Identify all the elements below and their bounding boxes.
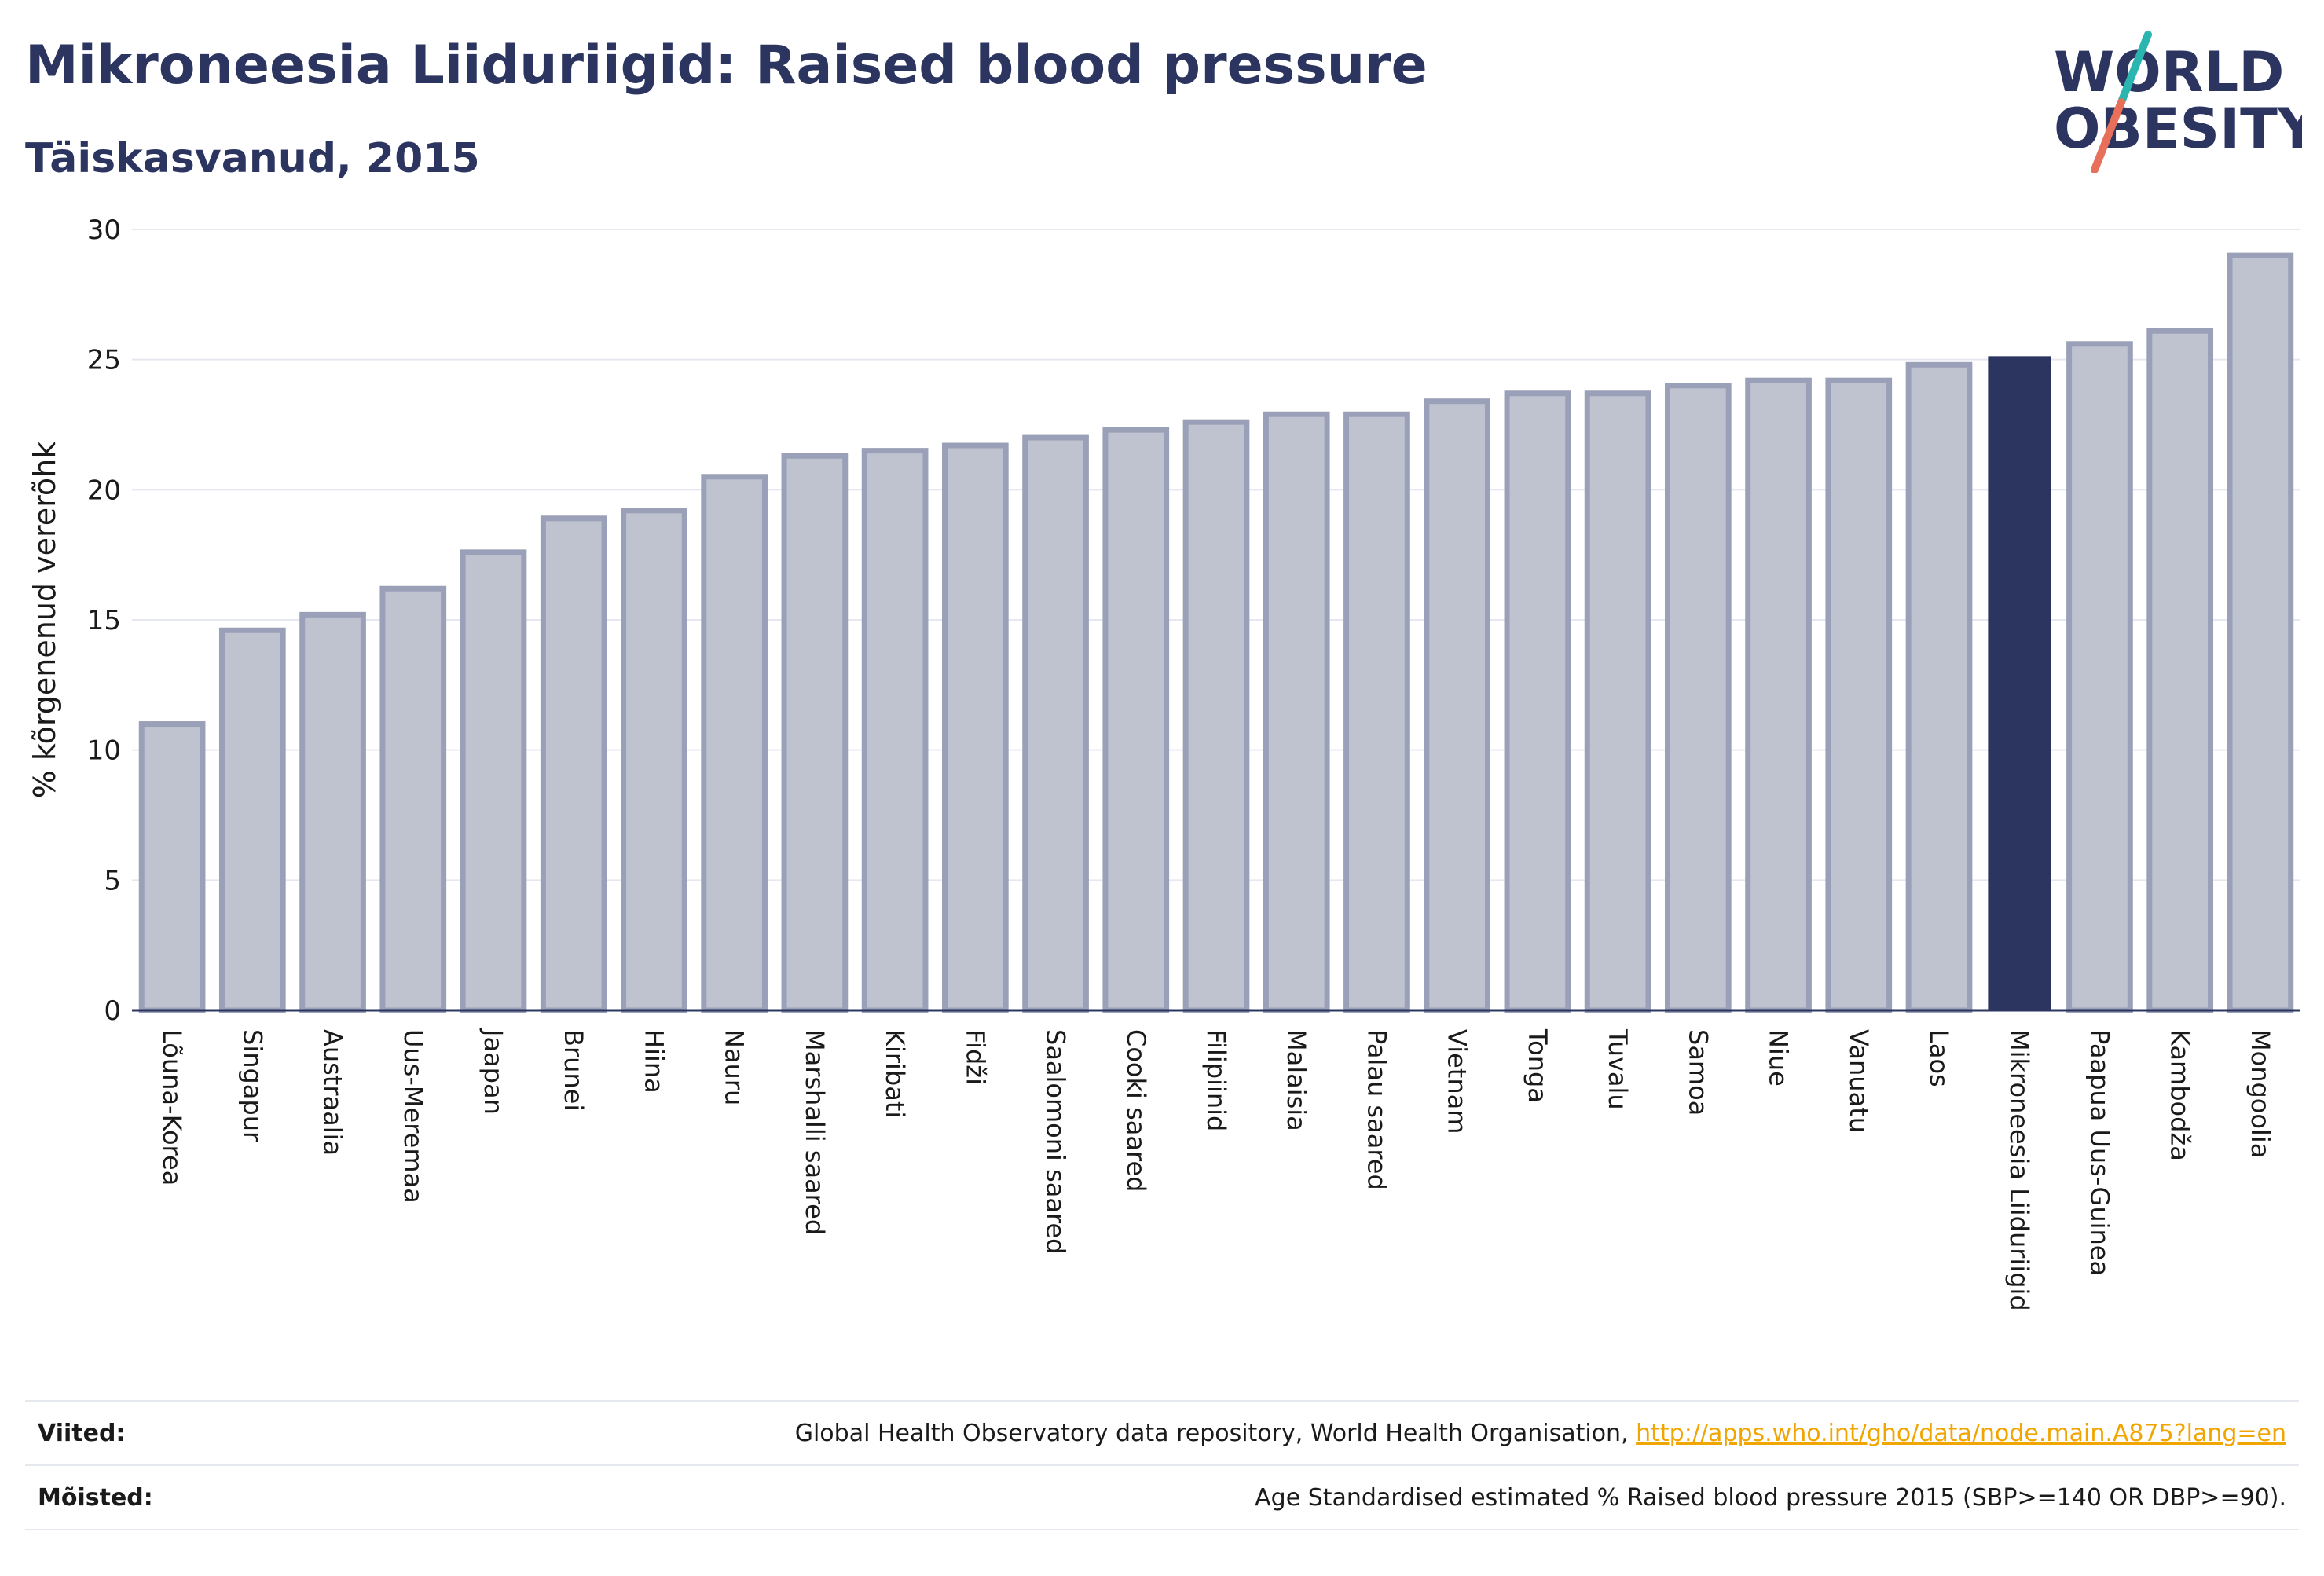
x-tick-label: Marshalli saared (800, 1029, 830, 1235)
footer-divider-bottom (25, 1529, 2299, 1530)
x-tick-label: Hiina (639, 1029, 669, 1094)
bar (621, 508, 687, 1013)
bar (1664, 383, 1732, 1013)
y-tick-label: 25 (87, 345, 121, 376)
x-tick-label: Tonga (1523, 1028, 1552, 1103)
bar (1182, 419, 1250, 1013)
definitions-value: Age Standardised estimated % Raised bloo… (1255, 1483, 2286, 1512)
x-tick-label: Austraalia (318, 1029, 348, 1156)
y-tick-label: 5 (104, 865, 121, 896)
x-tick-label: Singapur (237, 1029, 267, 1142)
bar (1343, 411, 1410, 1013)
x-tick-label: Lõuna-Korea (157, 1029, 187, 1186)
x-tick-label: Uus-Meremaa (398, 1029, 428, 1204)
y-tick-label: 0 (104, 995, 121, 1027)
x-tick-label: Saalomoni saared (1041, 1029, 1071, 1254)
x-tick-label: Paapua Uus-Guinea (2084, 1029, 2114, 1276)
x-tick-label: Vietnam (1442, 1029, 1472, 1134)
bar (1825, 377, 1893, 1013)
references-label: Viited: (38, 1419, 126, 1447)
x-tick-label: Tuvalu (1603, 1028, 1633, 1110)
bar (1022, 434, 1089, 1013)
bar (460, 549, 527, 1013)
bar (1424, 398, 1491, 1013)
x-tick-label: Kiribati (880, 1029, 910, 1118)
logo-slash-top (2117, 31, 2152, 106)
references-value: Global Health Observatory data repositor… (795, 1420, 2299, 1447)
bar (1102, 427, 1170, 1013)
bar (1584, 390, 1651, 1013)
chart-subtitle: Täiskasvanud, 2015 (25, 135, 480, 182)
x-tick-label: Nauru (720, 1029, 750, 1105)
x-tick-label: Fidži (960, 1029, 990, 1085)
references-link[interactable]: http://apps.who.int/gho/data/node.main.A… (1636, 1419, 2286, 1447)
x-tick-label: Malaisia (1281, 1029, 1311, 1131)
bar (2066, 341, 2133, 1013)
bar (861, 448, 929, 1013)
definitions-label: Mõisted: (38, 1483, 153, 1512)
bar (1905, 361, 1973, 1013)
logo-line-2: OBESITY (2054, 97, 2302, 161)
bar (1504, 390, 1571, 1013)
world-obesity-logo: WORLD OBESITY (2054, 31, 2302, 173)
references-row: Viited: Global Health Observatory data r… (25, 1402, 2299, 1464)
logo-line-1: WORLD (2054, 40, 2284, 104)
y-tick-label: 30 (87, 214, 121, 246)
logo-slash-bottom (2091, 98, 2125, 173)
references-text: Global Health Observatory data repositor… (794, 1419, 1637, 1447)
bar (2146, 328, 2214, 1013)
bar (1745, 377, 1812, 1013)
footer-divider-mid (25, 1464, 2299, 1466)
y-axis-label: % kõrgenenud vererõhk (27, 442, 62, 799)
x-tick-label: Cooki saared (1121, 1029, 1151, 1192)
bar (2227, 252, 2294, 1013)
x-tick-label: Kambodža (2165, 1029, 2195, 1161)
chart-title: Mikroneesia Liiduriigid: Raised blood pr… (25, 35, 1428, 97)
y-tick-label: 15 (87, 605, 121, 636)
bar (379, 585, 447, 1013)
x-tick-label: Palau saared (1362, 1029, 1391, 1190)
bar (1263, 411, 1330, 1013)
bar (941, 442, 1009, 1013)
x-tick-label: Brunei (559, 1029, 588, 1111)
y-tick-label: 20 (87, 475, 121, 506)
x-tick-label: Jaapan (478, 1028, 508, 1115)
bar (1988, 356, 2051, 1011)
bar (299, 611, 366, 1013)
bar (138, 721, 206, 1013)
footer-divider-top (25, 1400, 2299, 1402)
bar (781, 453, 849, 1013)
bar (701, 474, 768, 1013)
x-tick-label: Mikroneesia Liiduriigid (2004, 1029, 2034, 1311)
bar (218, 627, 286, 1013)
x-tick-label: Mongoolia (2245, 1029, 2275, 1158)
definitions-row: Mõisted: Age Standardised estimated % Ra… (25, 1466, 2299, 1529)
x-tick-label: Filipiinid (1201, 1029, 1231, 1131)
x-tick-label: Vanuatu (1844, 1029, 1874, 1133)
x-tick-label: Laos (1924, 1029, 1954, 1087)
y-tick-label: 10 (87, 735, 121, 767)
x-tick-label: Samoa (1683, 1029, 1713, 1116)
bar-chart: 0 5 10 15 20 25 30 % kõrgenenud vererõhk Lõuna-K… (27, 214, 2300, 1311)
bar (540, 515, 607, 1013)
x-tick-label: Niue (1764, 1029, 1794, 1087)
